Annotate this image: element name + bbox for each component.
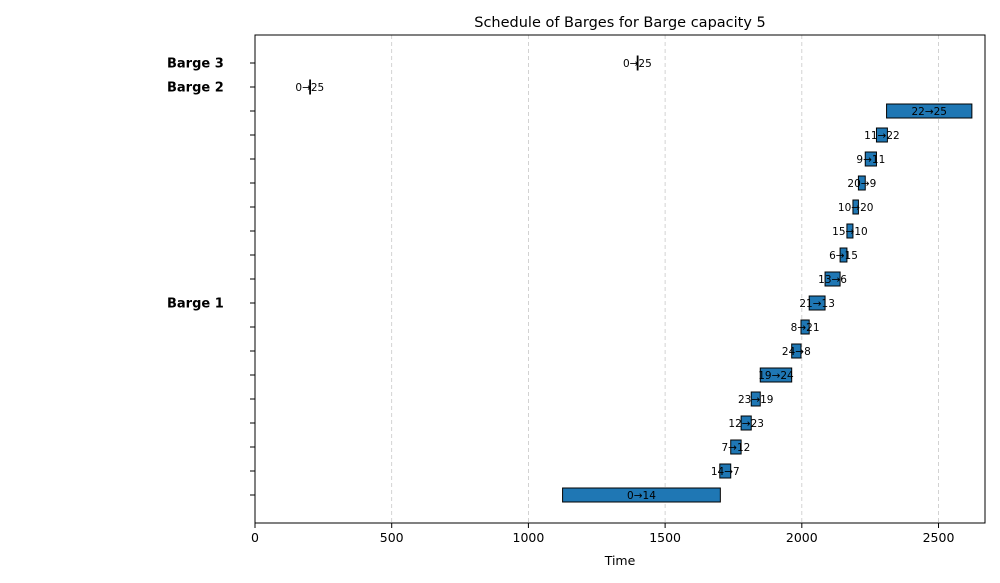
task-label: 19→24	[758, 370, 794, 382]
x-tick-label: 1000	[513, 530, 545, 545]
task-label: 22→25	[911, 106, 947, 118]
task-bar	[759, 367, 793, 383]
task-bar	[730, 439, 742, 455]
task-label: 0→14	[627, 490, 656, 502]
task-bar	[824, 271, 841, 287]
x-tick-label: 2500	[923, 530, 955, 545]
barge-label: Barge 1	[167, 297, 224, 312]
task-bar	[636, 55, 639, 71]
task-bar	[864, 151, 877, 167]
x-tick-label: 0	[251, 530, 259, 545]
task-bar	[808, 295, 826, 311]
task-bar	[886, 103, 973, 119]
task-bar	[750, 391, 761, 407]
chart-title: Schedule of Barges for Barge capacity 5	[474, 15, 766, 31]
task-labels: 0→14 14→7 7→12 12→23 23→19 19→24 24→8 8→21 21→13…	[295, 58, 947, 502]
task-label: 0→25	[623, 58, 652, 70]
task-bar	[839, 247, 848, 263]
task-bar	[846, 223, 854, 239]
grid-lines	[391, 35, 939, 523]
task-label: 15→10	[832, 226, 868, 238]
task-label: 21→13	[799, 298, 835, 310]
task-bars	[309, 55, 973, 503]
task-bar	[800, 319, 810, 335]
task-bar	[740, 415, 752, 431]
x-tick-label: 500	[380, 530, 404, 545]
task-bar	[719, 463, 732, 479]
x-tick-label: 1500	[649, 530, 681, 545]
x-tick-label: 2000	[786, 530, 818, 545]
task-label: 9→11	[856, 154, 885, 166]
task-label: 12→23	[728, 418, 764, 430]
task-bar	[309, 79, 311, 95]
x-axis-label: Time	[604, 553, 636, 568]
y-axis: Barge 3 Barge 2 Barge 1	[167, 57, 255, 496]
task-label: 24→8	[782, 346, 811, 358]
barge-label: Barge 3	[167, 57, 224, 72]
task-bar	[852, 199, 859, 215]
task-label: 7→12	[722, 442, 751, 454]
task-label: 11→22	[864, 130, 900, 142]
task-label: 8→21	[791, 322, 820, 334]
task-label: 23→19	[738, 394, 774, 406]
task-label: 13→6	[818, 274, 847, 286]
x-axis: 0 500 1000 1500 2000 2500	[251, 523, 954, 545]
task-label: 20→9	[847, 178, 876, 190]
task-label: 14→7	[711, 466, 740, 478]
task-bar	[562, 487, 721, 503]
task-bar	[857, 175, 866, 191]
task-label: 6→15	[829, 250, 858, 262]
task-label: 10→20	[838, 202, 874, 214]
task-bar	[875, 127, 888, 143]
task-bar	[791, 343, 802, 359]
task-label: 0→25	[295, 82, 324, 94]
barge-label: Barge 2	[167, 81, 224, 96]
